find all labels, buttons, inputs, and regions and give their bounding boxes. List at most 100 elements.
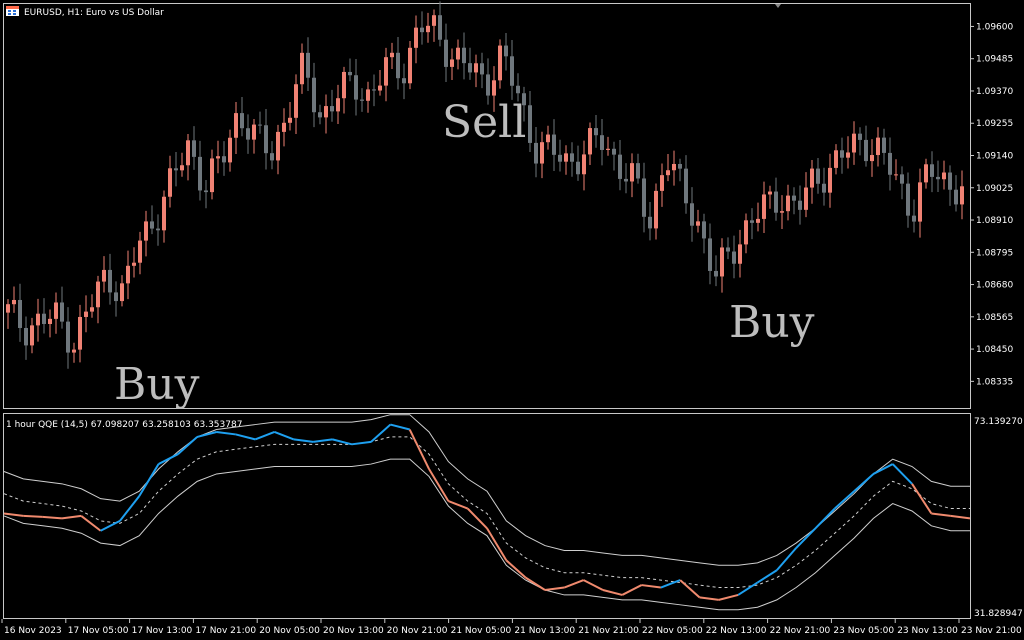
candle-body [462,47,466,64]
candle-body [696,221,700,226]
qqe-fast-segment [486,527,508,561]
candle-body [828,167,832,193]
candle-body [534,142,538,164]
qqe-fast-segment [931,512,951,517]
qqe-fast-segment [641,584,662,589]
candle-body [618,154,622,179]
indicator-title: 1 hour QQE (14,5) 67.098207 63.258103 63… [6,420,242,430]
candle-body [690,203,694,226]
price-tick-label: 1.09485 [976,55,1013,65]
candle-body [672,163,676,171]
qqe-fast-segment [177,436,198,455]
chart-symbol-title: EURUSD, H1: Euro vs US Dollar [24,8,164,18]
time-tick-label: 20 Nov 05:00 [259,626,320,636]
candle-body [120,283,124,302]
candle-body [390,52,394,58]
qqe-fast-segment [119,495,141,522]
candle-body [246,128,250,140]
chart-header: EURUSD, H1: Euro vs US Dollar [6,6,164,18]
candle-body [378,85,382,91]
candle-body [492,80,496,96]
qqe-fast-segment [466,507,488,529]
candle-body [174,168,178,171]
chart-symbol-icon [6,6,19,16]
qqe-upper-band [3,414,970,566]
candle-body [612,148,616,155]
time-tick-label: 21 Nov 05:00 [451,626,512,636]
candle-body [648,216,652,229]
signal-annotations: Buy Sell Buy [114,97,815,410]
candle-body [48,318,52,324]
candle-body [630,163,634,182]
candle-body [198,156,202,191]
candle-body [738,244,742,264]
candle-body [762,194,766,219]
scroll-marker-icon[interactable] [775,4,781,8]
candle-body [402,78,406,84]
candle-body [300,52,304,85]
time-tick-label: 20 Nov 21:00 [387,626,448,636]
price-tick-label: 1.09025 [976,184,1013,194]
price-tick-label: 1.09255 [976,119,1013,129]
qqe-fast-segment [428,468,450,502]
candle-body [528,105,532,143]
candle-body [768,191,772,195]
candle-body [510,56,514,86]
candle-body [132,262,136,266]
candle-body [552,134,556,155]
price-panel[interactable]: 1.09600 1.09485 1.09370 1.09255 1.09140 1.090… [3,1,1014,410]
candle-body [222,156,226,163]
candle-body [774,191,778,213]
candle-body [642,178,646,217]
candle-body [816,168,820,184]
candle-body [12,299,16,305]
candle-body [942,172,946,180]
buy-annotation-2: Buy [729,297,815,348]
candle-body [408,47,412,84]
candle-body [948,172,952,190]
qqe-indicator-panel[interactable]: 1 hour QQE (14,5) 67.098207 63.258103 63… [3,413,1023,620]
candle-body [210,158,214,193]
candle-body [894,174,898,176]
candle-body [108,269,112,293]
candle-body [792,195,796,201]
candle-body [258,124,262,126]
candle-body [840,150,844,158]
candle-body [54,302,58,319]
candle-body [24,327,28,346]
candle-body [228,137,232,163]
candle-body [342,71,346,99]
qqe-fast-segment [505,559,527,579]
candle-body [960,186,964,205]
candle-body [834,150,838,168]
candle-body [354,75,358,100]
time-axis: 16 Nov 2023 17 Nov 05:00 17 Nov 13:00 17 No… [1,619,1022,636]
candle-body [252,124,256,140]
candle-body [156,228,160,231]
candle-body [654,190,658,229]
candle-body [810,168,814,188]
candle-body [606,148,610,150]
candle-body [516,85,520,94]
time-tick-label: 20 Nov 13:00 [323,626,384,636]
qqe-fast-segment [196,431,217,438]
qqe-lines [3,414,971,611]
price-tick-label: 1.09370 [976,87,1013,97]
candle-body [456,47,460,60]
candle-body [846,152,850,158]
qqe-fast-segment [718,593,739,601]
price-tick-label: 1.08795 [976,248,1013,258]
candle-body [30,325,34,346]
candle-body [318,112,322,118]
time-tick-label: 23 Nov 21:00 [961,626,1022,636]
candle-body [600,135,604,150]
candle-body [264,125,268,154]
candle-body [204,190,208,193]
candle-body [144,221,148,241]
candle-body [726,247,730,252]
candle-body [312,77,316,113]
candle-body [714,270,718,277]
candle-body [576,161,580,175]
qqe-fast-segment [23,514,43,518]
